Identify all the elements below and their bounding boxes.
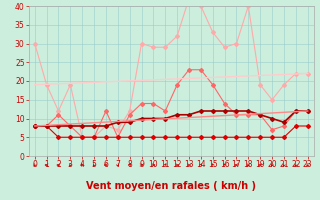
Text: Vent moyen/en rafales ( km/h ): Vent moyen/en rafales ( km/h ) [86, 181, 256, 191]
